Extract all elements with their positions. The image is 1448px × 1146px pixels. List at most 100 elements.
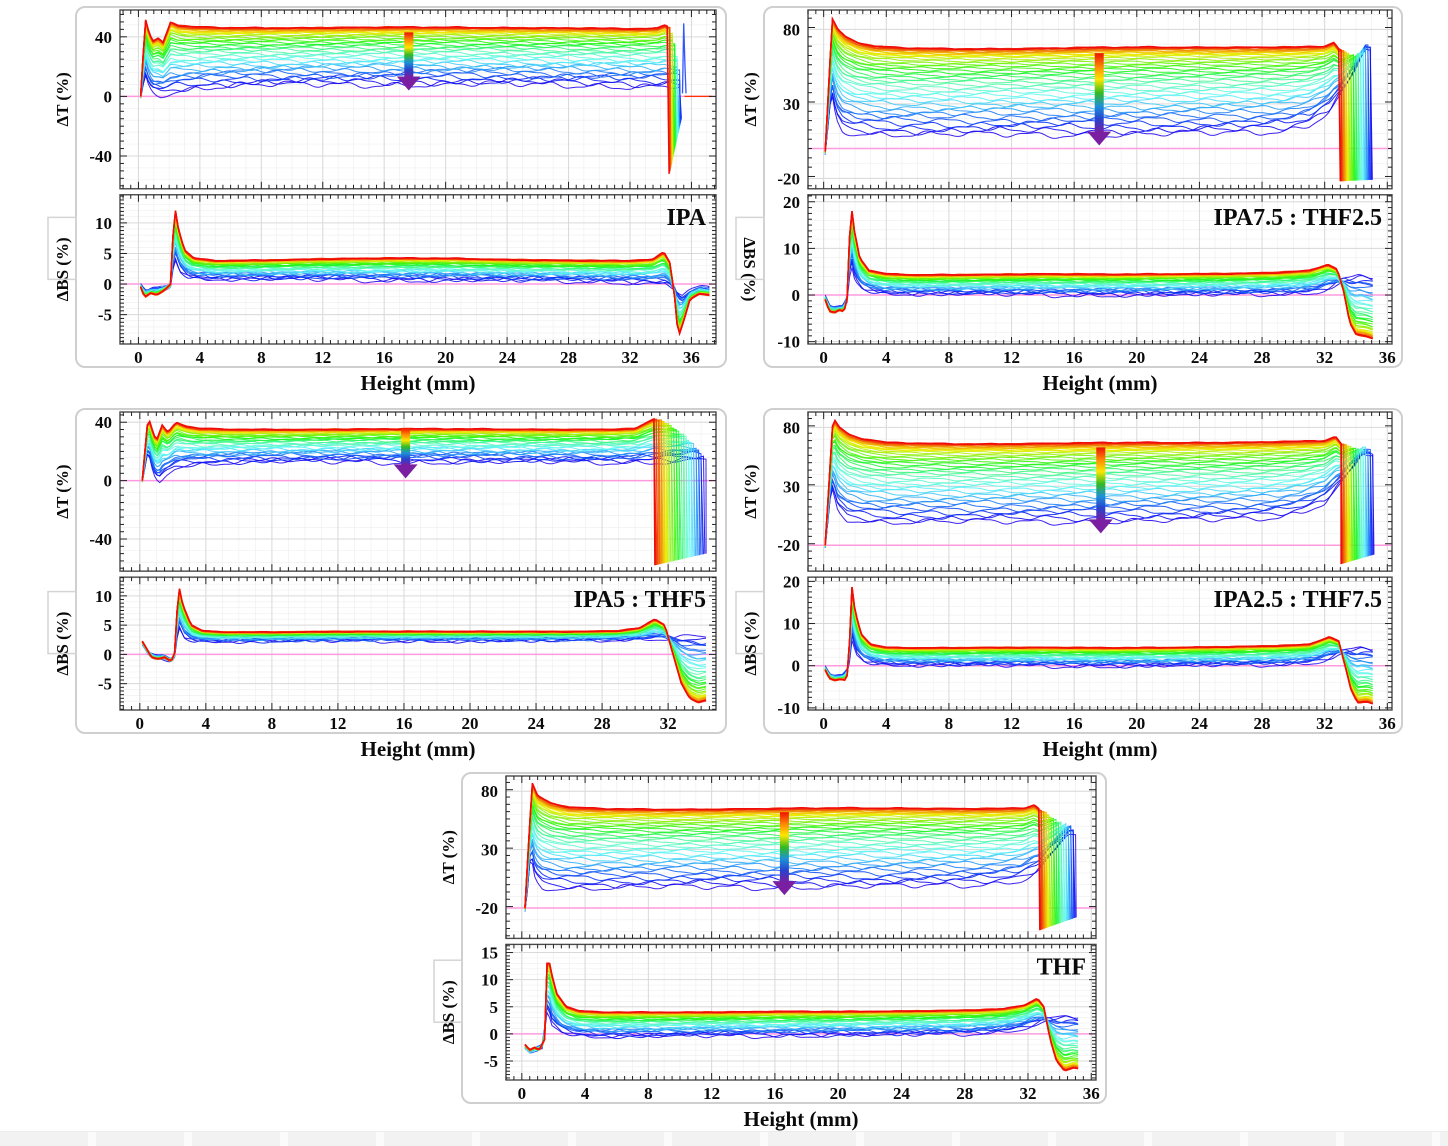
- scan-curve: [824, 52, 1363, 181]
- panel-svg: -40 0 40 ΔT (%) -5 0 5 10 ΔBS (%) IPA 0 4 8 12 16 20 24 2…: [47, 6, 727, 395]
- y-tick-label: 30: [783, 95, 800, 114]
- y-tick-label: 80: [783, 20, 800, 39]
- y-tick-label: 80: [481, 782, 498, 801]
- x-tick-label: 16: [1066, 714, 1083, 733]
- y-tick-label: 5: [104, 244, 113, 263]
- y-axis-label: ΔT (%): [741, 72, 760, 126]
- axis-frame: [505, 775, 1097, 940]
- y-axis-label: ΔT (%): [53, 72, 72, 126]
- y-tick-label: 0: [792, 286, 801, 305]
- y-axis-label: ΔBS (%): [439, 980, 458, 1044]
- x-tick-label: 0: [819, 348, 828, 367]
- scan-curve: [824, 47, 1359, 181]
- x-tick-label: 24: [1191, 348, 1209, 367]
- scan-curve: [524, 1002, 1079, 1051]
- x-tick-label: 36: [1379, 714, 1396, 733]
- y-tick-label: 30: [783, 477, 800, 496]
- axis-frame: [807, 194, 1393, 345]
- y-tick-label: 10: [95, 587, 112, 606]
- scan-curve: [524, 782, 1041, 931]
- y-tick-label: -20: [475, 899, 498, 918]
- scan-curve: [524, 1011, 1079, 1051]
- x-tick-label: 32: [621, 348, 638, 367]
- x-tick-label: 36: [683, 348, 700, 367]
- scan-curve: [824, 434, 1354, 561]
- scan-curves: [824, 211, 1373, 340]
- x-tick-label: 16: [766, 1084, 783, 1103]
- y-tick-label: -20: [777, 169, 800, 188]
- x-tick-label: 12: [1003, 714, 1020, 733]
- x-axis-label: Height (mm): [1043, 737, 1158, 761]
- scan-curve: [140, 256, 710, 300]
- scan-curve: [141, 445, 698, 556]
- x-tick-label: 32: [660, 714, 677, 733]
- x-tick-label: 28: [1254, 348, 1271, 367]
- scan-curve: [524, 989, 1079, 1054]
- scan-curve: [824, 418, 1342, 565]
- scan-curve: [141, 432, 682, 560]
- scan-curve: [824, 39, 1355, 181]
- scan-curve: [524, 804, 1057, 925]
- scan-curve: [141, 449, 702, 555]
- scan-curve: [824, 43, 1357, 181]
- scan-curve: [139, 19, 670, 174]
- scan-curve: [141, 453, 707, 554]
- axis-frame: [807, 411, 1393, 572]
- x-tick-label: 36: [1083, 1084, 1100, 1103]
- x-tick-label: 20: [1128, 348, 1145, 367]
- scan-curve: [524, 825, 1069, 921]
- x-tick-label: 20: [830, 1084, 847, 1103]
- scan-curve: [824, 25, 1349, 182]
- grid: [807, 194, 1392, 344]
- extra-curve: [681, 23, 687, 94]
- sample-label: IPA: [666, 205, 706, 231]
- scan-curve: [141, 588, 707, 703]
- panel-svg: -20 30 80 ΔT (%) -5 0 5 10 15 ΔBS (%) THF 0 4 8 12 16 20…: [433, 772, 1107, 1131]
- axis-ticks: [807, 577, 1392, 710]
- x-tick-label: 20: [1128, 714, 1145, 733]
- scan-curves: [141, 588, 707, 704]
- panel-outline: [75, 6, 727, 368]
- scan-curve: [524, 796, 1053, 926]
- x-tick-label: 16: [1066, 348, 1083, 367]
- scan-curve: [140, 238, 710, 313]
- scan-curve: [524, 825, 1073, 919]
- scan-curve: [824, 45, 1358, 181]
- y-axis-label: ΔBS (%): [53, 612, 72, 676]
- scan-curve: [824, 607, 1373, 681]
- scan-curve: [524, 812, 1060, 924]
- y-tick-label: 0: [104, 87, 113, 106]
- x-tick-label: 32: [1019, 1084, 1036, 1103]
- time-gradient-arrow: [1088, 447, 1113, 534]
- x-tick-label: 4: [882, 714, 891, 733]
- label-box-artifact: [735, 590, 765, 655]
- x-tick-label: 8: [644, 1084, 653, 1103]
- label-box-artifact: [433, 959, 463, 1023]
- sample-label: IPA5 : THF5: [574, 587, 706, 613]
- scan-curve: [141, 433, 685, 559]
- panel-outline: [75, 408, 727, 734]
- y-tick-label: 15: [481, 944, 498, 963]
- x-tick-label: 4: [196, 348, 205, 367]
- scan-curve: [141, 625, 707, 660]
- scan-curve: [140, 229, 710, 322]
- scan-curve: [824, 447, 1362, 559]
- grid: [505, 776, 1096, 939]
- scan-curve: [824, 586, 1373, 705]
- axis-frame: [119, 194, 717, 345]
- axis-ticks: [807, 412, 1392, 572]
- scan-curve: [524, 829, 1076, 918]
- y-tick-label: -5: [98, 675, 112, 694]
- axis-ticks: [120, 412, 716, 572]
- scan-curve: [824, 51, 1360, 181]
- y-tick-label: 10: [481, 971, 498, 990]
- axis-frame: [807, 9, 1393, 190]
- scan-curve: [824, 622, 1373, 678]
- panel-thf: -20 30 80 ΔT (%) -5 0 5 10 15 ΔBS (%) THF 0 4 8 12 16 20…: [430, 772, 1108, 1134]
- scan-curve: [824, 16, 1342, 182]
- sample-label: THF: [1037, 954, 1086, 980]
- panel-ipa25-thf75: -20 30 80 ΔT (%) -10 0 10 20 ΔBS (%) IPA2.5 : THF…: [728, 408, 1404, 764]
- scan-curve: [524, 825, 1066, 922]
- y-axis-label: ΔBS (%): [740, 237, 759, 301]
